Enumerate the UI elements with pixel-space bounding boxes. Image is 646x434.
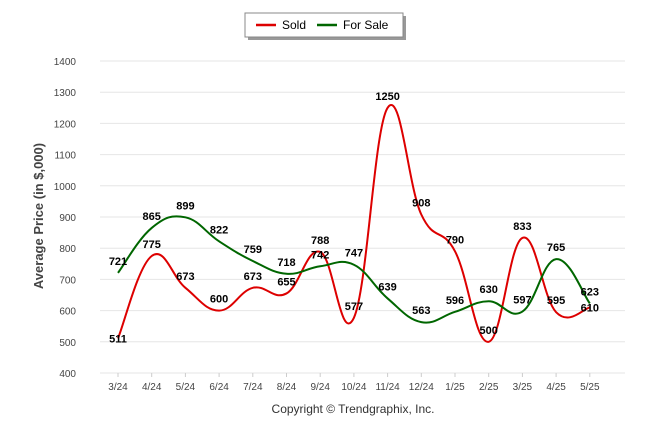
- x-axis: 3/24 4/24 5/24 6/24 7/24 8/24 9/24 10/24 11/24 12…: [108, 373, 600, 393]
- x-tick-label: 4/24: [142, 382, 162, 393]
- data-label-for-sale: 623: [581, 286, 599, 298]
- y-tick-label: 1100: [54, 151, 76, 162]
- data-label-sold: 673: [176, 271, 194, 283]
- data-label-sold: 600: [210, 294, 228, 306]
- x-tick-label: 10/24: [341, 382, 366, 393]
- x-tick-label: 6/24: [209, 382, 229, 393]
- data-labels: 511 775 673 600 673 655 788 577 1250 908 790 500 833…: [109, 91, 599, 346]
- data-label-for-sale: 822: [210, 224, 228, 236]
- data-label-sold: 500: [480, 325, 498, 337]
- data-label-sold: 908: [412, 198, 430, 210]
- x-tick-label: 5/24: [176, 382, 196, 393]
- x-tick-label: 12/24: [409, 382, 434, 393]
- data-label-for-sale: 597: [513, 295, 531, 307]
- y-tick-label: 1200: [54, 119, 77, 130]
- data-label-sold: 610: [581, 302, 599, 314]
- x-tick-label: 1/25: [445, 382, 465, 393]
- data-label-sold: 673: [244, 271, 262, 283]
- data-label-for-sale: 747: [345, 248, 363, 260]
- data-label-sold: 577: [345, 301, 363, 313]
- y-tick-label: 700: [59, 275, 76, 286]
- y-tick-label: 1000: [54, 182, 77, 193]
- data-label-for-sale: 596: [446, 295, 464, 307]
- data-label-sold: 1250: [375, 91, 399, 103]
- data-label-for-sale: 639: [378, 281, 396, 293]
- x-tick-label: 3/24: [108, 382, 128, 393]
- legend-label-sold: Sold: [282, 18, 306, 32]
- y-tick-label: 1400: [54, 57, 77, 68]
- data-label-sold: 655: [277, 276, 295, 288]
- data-label-for-sale: 721: [109, 256, 127, 268]
- y-tick-label: 800: [59, 244, 76, 255]
- series-line-sold: [117, 104, 591, 343]
- legend: Sold For Sale: [244, 12, 406, 40]
- x-tick-label: 3/25: [513, 382, 533, 393]
- x-tick-label: 7/24: [243, 382, 263, 393]
- data-label-sold: 775: [143, 239, 161, 251]
- y-axis-title: Average Price (in $,000): [31, 143, 46, 289]
- data-label-sold: 595: [547, 295, 565, 307]
- y-tick-label: 900: [59, 213, 76, 224]
- y-tick-label: 600: [59, 307, 76, 318]
- x-tick-label: 9/24: [310, 382, 330, 393]
- data-label-for-sale: 742: [311, 249, 329, 261]
- x-tick-label: 2/25: [479, 382, 499, 393]
- data-label-sold: 790: [446, 234, 464, 246]
- x-tick-label: 4/25: [546, 382, 566, 393]
- data-label-sold: 788: [311, 235, 329, 247]
- data-label-for-sale: 765: [547, 242, 565, 254]
- data-label-for-sale: 865: [143, 211, 161, 223]
- y-tick-label: 400: [59, 369, 76, 380]
- x-tick-label: 8/24: [277, 382, 297, 393]
- y-axis: 400 500 600 700 800 900 1000 1100 1200 1300 1400: [54, 57, 77, 380]
- data-label-for-sale: 563: [412, 305, 430, 317]
- legend-label-for-sale: For Sale: [343, 18, 389, 32]
- data-label-for-sale: 759: [244, 244, 262, 256]
- data-label-for-sale: 630: [480, 284, 498, 296]
- y-tick-label: 500: [59, 338, 76, 349]
- data-label-sold: 833: [513, 221, 531, 233]
- data-label-for-sale: 718: [277, 257, 295, 269]
- copyright-footer: Copyright © Trendgraphix, Inc.: [272, 402, 435, 416]
- series: [117, 104, 591, 343]
- y-tick-label: 1300: [54, 88, 77, 99]
- data-label-sold: 511: [109, 333, 127, 345]
- x-tick-label: 5/25: [580, 382, 600, 393]
- data-label-for-sale: 899: [176, 200, 194, 212]
- x-tick-label: 11/24: [375, 382, 400, 393]
